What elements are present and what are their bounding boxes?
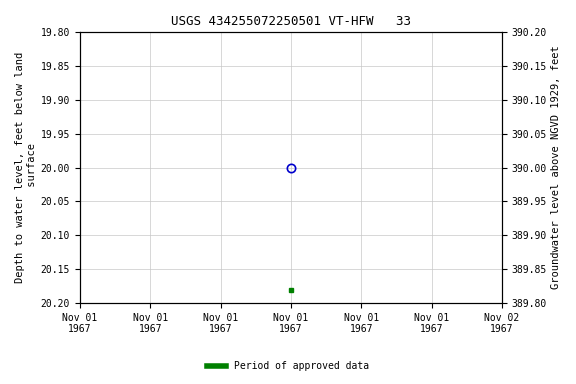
Y-axis label: Depth to water level, feet below land
 surface: Depth to water level, feet below land su… (15, 52, 37, 283)
Title: USGS 434255072250501 VT-HFW   33: USGS 434255072250501 VT-HFW 33 (171, 15, 411, 28)
Y-axis label: Groundwater level above NGVD 1929, feet: Groundwater level above NGVD 1929, feet (551, 46, 561, 290)
Legend: Period of approved data: Period of approved data (203, 358, 373, 375)
